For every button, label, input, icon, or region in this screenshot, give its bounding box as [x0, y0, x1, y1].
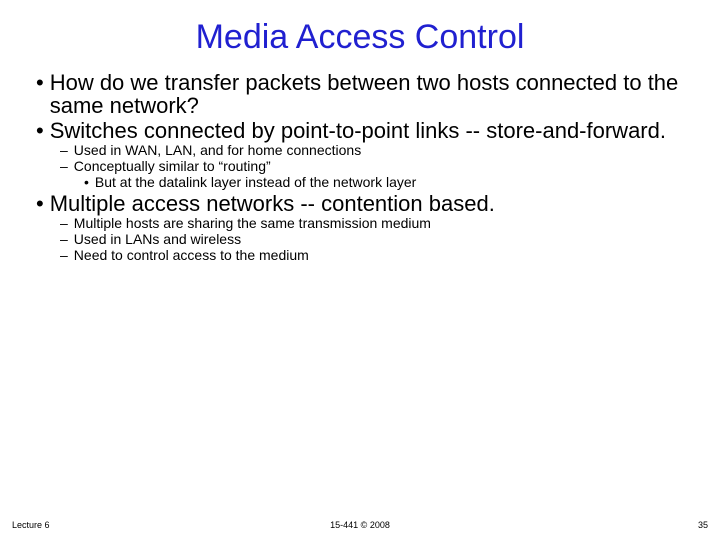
bullet-marker-l1: • — [36, 192, 44, 215]
bullet-l1: • How do we transfer packets between two… — [36, 71, 692, 117]
bullet-text: Multiple access networks -- contention b… — [50, 192, 692, 215]
footer-center: 15-441 © 2008 — [0, 520, 720, 530]
bullet-marker-l2: – — [60, 142, 68, 158]
slide-title: Media Access Control — [28, 18, 692, 57]
bullet-marker-l2: – — [60, 231, 68, 247]
bullet-marker-l1: • — [36, 71, 44, 94]
bullet-text: Multiple hosts are sharing the same tran… — [74, 215, 692, 231]
bullet-l2: – Used in LANs and wireless — [60, 231, 692, 247]
bullet-l2: – Conceptually similar to “routing” — [60, 158, 692, 174]
slide: Media Access Control • How do we transfe… — [0, 0, 720, 540]
bullet-marker-l3: • — [84, 174, 89, 190]
bullet-text: Conceptually similar to “routing” — [74, 158, 692, 174]
footer-page-number: 35 — [698, 520, 708, 530]
bullet-l1: • Switches connected by point-to-point l… — [36, 119, 692, 142]
slide-content: • How do we transfer packets between two… — [28, 71, 692, 263]
bullet-text: Used in LANs and wireless — [74, 231, 692, 247]
bullet-l2: – Need to control access to the medium — [60, 247, 692, 263]
bullet-l2: – Multiple hosts are sharing the same tr… — [60, 215, 692, 231]
bullet-marker-l2: – — [60, 247, 68, 263]
bullet-marker-l1: • — [36, 119, 44, 142]
bullet-text: Switches connected by point-to-point lin… — [50, 119, 692, 142]
bullet-l3: • But at the datalink layer instead of t… — [84, 174, 692, 190]
bullet-text: Used in WAN, LAN, and for home connectio… — [74, 142, 692, 158]
bullet-marker-l2: – — [60, 215, 68, 231]
bullet-l2: – Used in WAN, LAN, and for home connect… — [60, 142, 692, 158]
bullet-text: But at the datalink layer instead of the… — [95, 174, 692, 190]
bullet-marker-l2: – — [60, 158, 68, 174]
bullet-text: Need to control access to the medium — [74, 247, 692, 263]
bullet-l1: • Multiple access networks -- contention… — [36, 192, 692, 215]
bullet-text: How do we transfer packets between two h… — [50, 71, 692, 117]
